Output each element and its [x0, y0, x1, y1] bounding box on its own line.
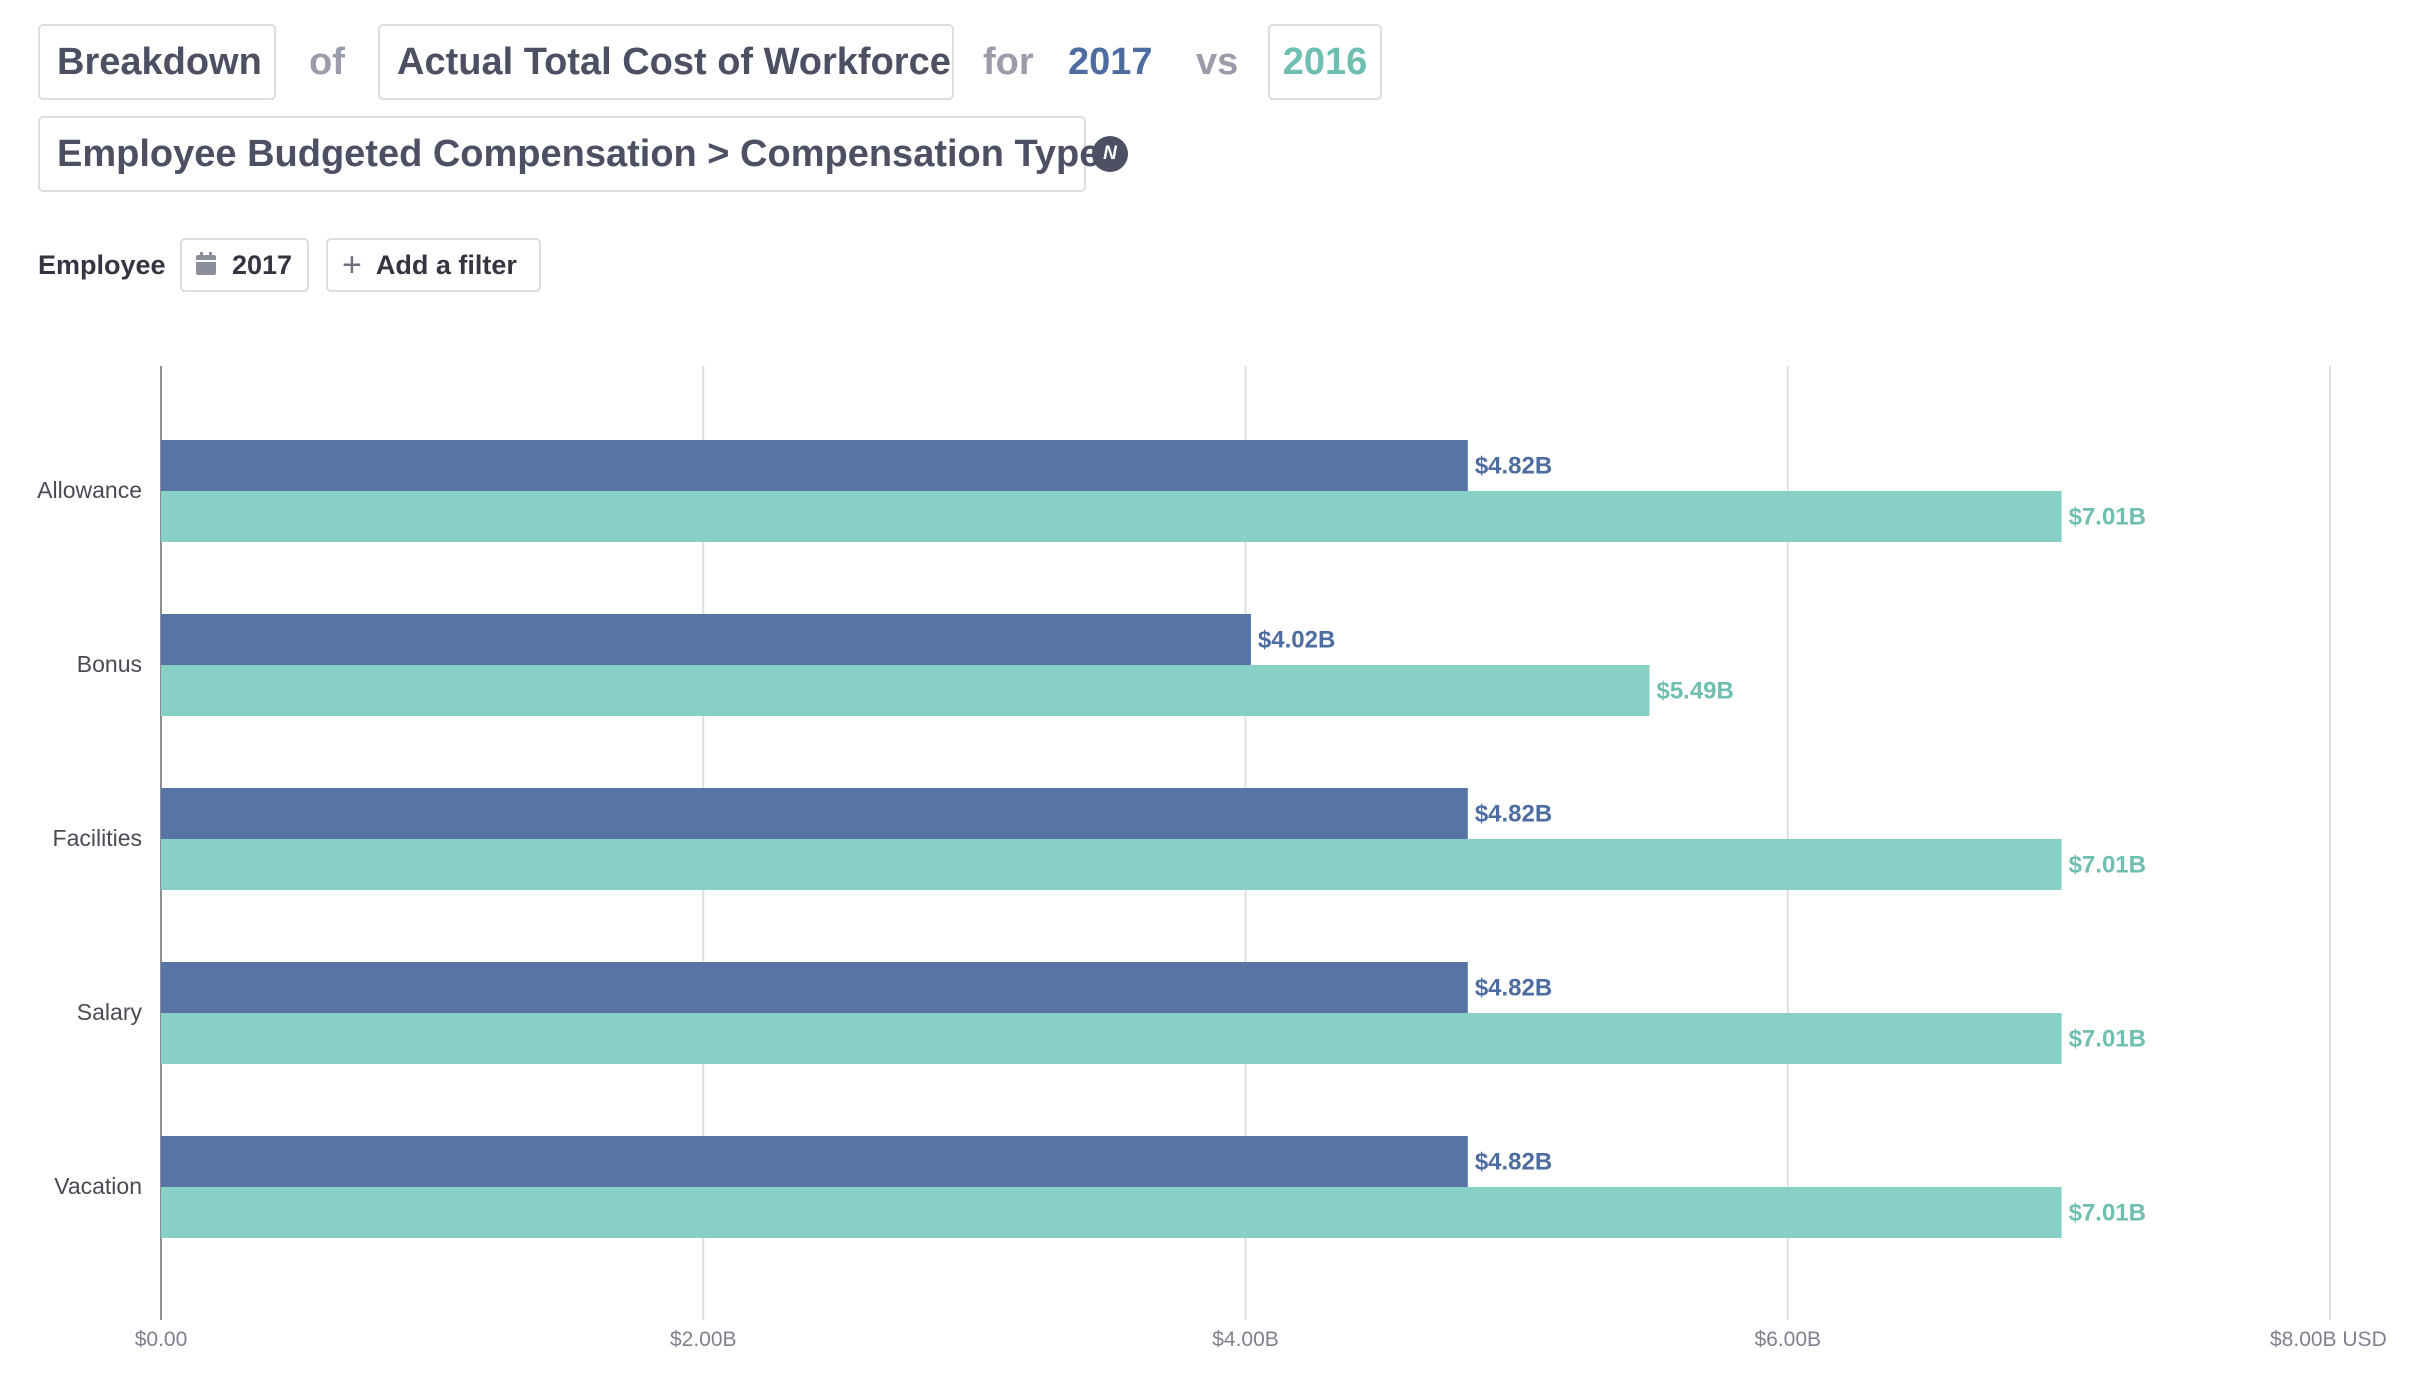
of-word: of	[309, 41, 345, 83]
year-filter-chip[interactable]: 2017	[180, 238, 309, 292]
group-by-label: Employee Budgeted Compensation > Compens…	[57, 132, 1101, 175]
bar-2016	[161, 665, 1650, 716]
calendar-icon	[196, 252, 216, 275]
compare-year-selector[interactable]: 2016	[1268, 24, 1382, 100]
plus-icon: +	[342, 246, 362, 284]
category-label: Bonus	[77, 651, 142, 677]
bar-2017	[161, 614, 1251, 665]
x-tick-label: $0.00	[135, 1328, 188, 1351]
value-label-2017: $4.82B	[1475, 1149, 1552, 1176]
x-tick-label: $2.00B	[670, 1328, 737, 1351]
value-label-2017: $4.82B	[1475, 975, 1552, 1002]
value-label-2016: $7.01B	[2069, 504, 2146, 531]
category-label: Allowance	[37, 477, 142, 503]
value-label-2016: $7.01B	[2069, 852, 2146, 879]
value-label-2016: $5.49B	[1656, 678, 1733, 705]
bar-2016	[161, 1013, 2062, 1064]
breakdown-label: Breakdown	[57, 40, 262, 83]
add-filter-button[interactable]: + Add a filter	[326, 238, 541, 292]
group-by-selector[interactable]: Employee Budgeted Compensation > Compens…	[38, 116, 1100, 192]
value-label-2017: $4.82B	[1475, 453, 1552, 480]
info-icon[interactable]: N	[1092, 136, 1128, 172]
bar-2017	[161, 962, 1468, 1013]
bar-2017	[161, 440, 1468, 491]
vs-word: vs	[1196, 41, 1239, 83]
category-label: Vacation	[54, 1173, 142, 1199]
year-filter-value: 2017	[232, 249, 293, 280]
value-label-2017: $4.82B	[1475, 801, 1552, 828]
bar-2017	[161, 788, 1468, 839]
breakdown-selector[interactable]: Breakdown	[38, 24, 276, 100]
x-tick-label: $4.00B	[1212, 1328, 1279, 1351]
category-label: Salary	[77, 999, 143, 1025]
bar-2017	[161, 1136, 1468, 1187]
metric-label: Actual Total Cost of Workforce	[397, 40, 951, 83]
bars	[161, 440, 2062, 1238]
value-label-2017: $4.02B	[1258, 627, 1335, 654]
labels: $0.00 $2.00B $4.00B $6.00B $8.00B USD Allowan…	[37, 453, 2387, 1352]
x-tick-label: $8.00B USD	[2270, 1328, 2387, 1351]
for-word: for	[983, 41, 1034, 83]
add-filter-label: Add a filter	[375, 249, 517, 280]
bar-chart: $0.00 $2.00B $4.00B $6.00B $8.00B USD Allowan…	[37, 366, 2387, 1352]
filter-label: Employee	[38, 250, 166, 280]
bar-2016	[161, 839, 2062, 890]
value-label-2016: $7.01B	[2069, 1200, 2146, 1227]
bar-2016	[161, 1187, 2062, 1238]
info-icon-glyph: N	[1103, 143, 1117, 164]
compare-year-label: 2016	[1282, 40, 1368, 83]
value-label-2016: $7.01B	[2069, 1026, 2146, 1053]
x-tick-label: $6.00B	[1754, 1328, 1821, 1351]
bar-2016	[161, 491, 2062, 542]
metric-selector[interactable]: Actual Total Cost of Workforce	[378, 24, 954, 100]
primary-year-selector[interactable]: 2017	[1068, 41, 1153, 83]
category-label: Facilities	[53, 825, 142, 851]
